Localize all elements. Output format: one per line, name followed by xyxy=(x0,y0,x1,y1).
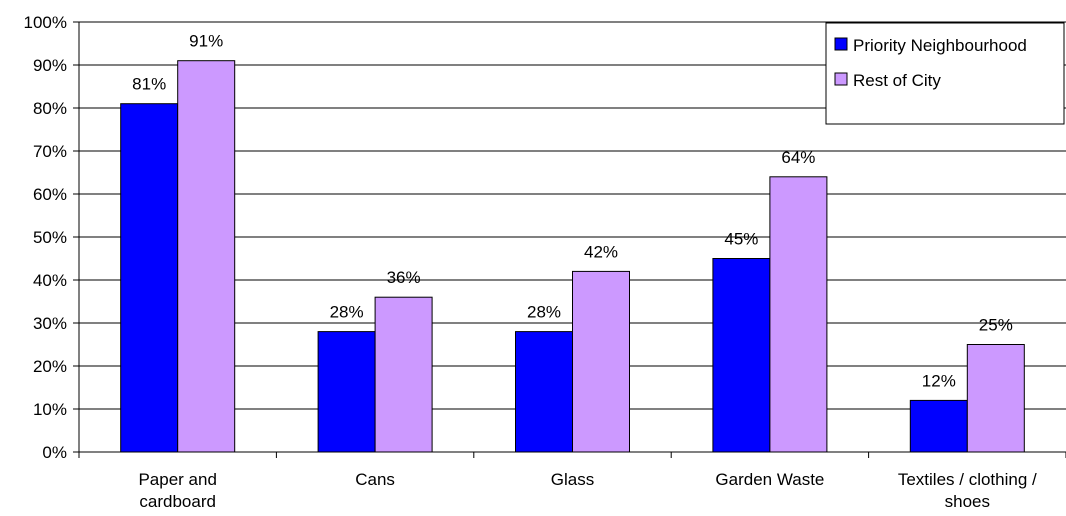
bar-rest-of-city-cans xyxy=(374,296,433,453)
data-label-rest-of-city-paper-and-cardboard: 91% xyxy=(189,32,223,51)
x-tick-label-garden-waste: Garden Waste xyxy=(715,470,824,489)
data-label-rest-of-city-textiles-clothing-shoes: 25% xyxy=(979,316,1013,335)
x-axis-ticks: Paper and cardboard Cans Glass Garden Waste T… xyxy=(138,470,1037,511)
x-tick-label-textiles-clothing-shoes: Textiles / clothing / shoes xyxy=(898,470,1037,511)
y-tick-label: 0% xyxy=(42,443,67,462)
y-tick-label: 90% xyxy=(33,56,67,75)
data-labels: 81% 91% 28% 36% 28% 42% 45% 64% 12% 25% xyxy=(132,32,1013,391)
y-tick-label: 50% xyxy=(33,228,67,247)
data-label-priority-neighbourhood-glass: 28% xyxy=(527,303,561,322)
y-axis-ticks: 0% 10% 20% 30% 40% 50% 60% 70% 80% 90% 100% xyxy=(24,13,67,462)
gridlines xyxy=(79,21,1066,410)
bar-rest-of-city-paper-and-cardboard xyxy=(177,60,236,453)
x-tick-label-paper-and-cardboard: Paper and cardboard xyxy=(138,470,216,511)
data-label-priority-neighbourhood-garden-waste: 45% xyxy=(724,230,758,249)
x-tick-label-glass: Glass xyxy=(551,470,594,489)
data-label-rest-of-city-cans: 36% xyxy=(387,268,421,287)
bar-priority-neighbourhood-textiles-clothing-shoes xyxy=(909,399,968,453)
legend-swatch-rest-of-city xyxy=(834,72,848,86)
data-label-rest-of-city-garden-waste: 64% xyxy=(781,148,815,167)
data-label-priority-neighbourhood-cans: 28% xyxy=(330,303,364,322)
bar-priority-neighbourhood-cans xyxy=(317,331,376,453)
x-tick-label-cans: Cans xyxy=(355,470,395,489)
y-tick-label: 10% xyxy=(33,400,67,419)
data-label-priority-neighbourhood-textiles-clothing-shoes: 12% xyxy=(922,371,956,390)
data-label-priority-neighbourhood-paper-and-cardboard: 81% xyxy=(132,75,166,94)
bar-rest-of-city-garden-waste xyxy=(769,176,828,453)
y-tick-label: 20% xyxy=(33,357,67,376)
legend: Priority Neighbourhood Rest of City xyxy=(825,22,1065,125)
bar-rest-of-city-glass xyxy=(572,270,630,453)
y-tick-label: 100% xyxy=(24,13,67,32)
y-tick-label: 60% xyxy=(33,185,67,204)
data-label-rest-of-city-glass: 42% xyxy=(584,242,618,261)
y-tick-label: 70% xyxy=(33,142,67,161)
bar-priority-neighbourhood-garden-waste xyxy=(712,258,771,453)
y-tick-label: 40% xyxy=(33,271,67,290)
legend-box xyxy=(825,22,1065,125)
legend-swatch-priority-neighbourhood xyxy=(834,37,848,51)
bar-priority-neighbourhood-paper-and-cardboard xyxy=(120,103,179,453)
legend-label-priority-neighbourhood: Priority Neighbourhood xyxy=(853,36,1027,55)
bar-rest-of-city-textiles-clothing-shoes xyxy=(966,344,1025,453)
bar-priority-neighbourhood-glass xyxy=(515,331,573,453)
y-tick-label: 80% xyxy=(33,99,67,118)
legend-label-rest-of-city: Rest of City xyxy=(853,71,941,90)
axes xyxy=(73,21,1066,458)
y-tick-label: 30% xyxy=(33,314,67,333)
